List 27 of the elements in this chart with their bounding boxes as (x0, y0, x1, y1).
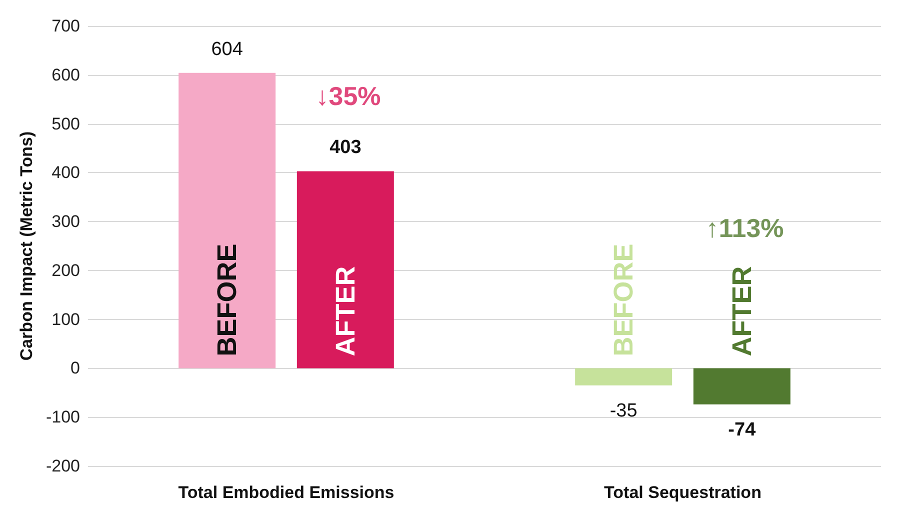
data-label: 604 (211, 38, 244, 60)
series-label: BEFORE (212, 244, 242, 356)
bar (178, 72, 276, 368)
y-tick-label: 700 (52, 16, 80, 36)
x-tick-label: Total Embodied Emissions (178, 483, 394, 502)
y-tick-label: 0 (70, 358, 80, 378)
x-tick-label: Total Sequestration (604, 483, 762, 502)
y-tick-label: 400 (52, 163, 80, 182)
y-tick-label: 500 (52, 114, 80, 134)
y-tick-label: 200 (52, 260, 80, 280)
y-tick-label: 100 (52, 310, 80, 329)
y-tick-label: -200 (46, 456, 80, 476)
y-axis-title: Carbon Impact (Metric Tons) (17, 131, 36, 361)
text: BEFORE (608, 244, 639, 356)
data-label: -35 (610, 400, 638, 422)
data-label: 403 (330, 137, 362, 158)
data-label: -74 (728, 419, 756, 440)
bar (296, 171, 394, 368)
y-tick-label: 300 (52, 212, 80, 232)
series-label: AFTER (330, 266, 360, 356)
annotation: ↓35% (316, 81, 381, 112)
bar (575, 368, 672, 386)
y-tick-label: 600 (52, 65, 80, 84)
y-tick-label: -100 (46, 408, 80, 427)
annotation: ↑113% (706, 213, 784, 244)
text: AFTER (726, 266, 757, 356)
bar (693, 368, 790, 404)
